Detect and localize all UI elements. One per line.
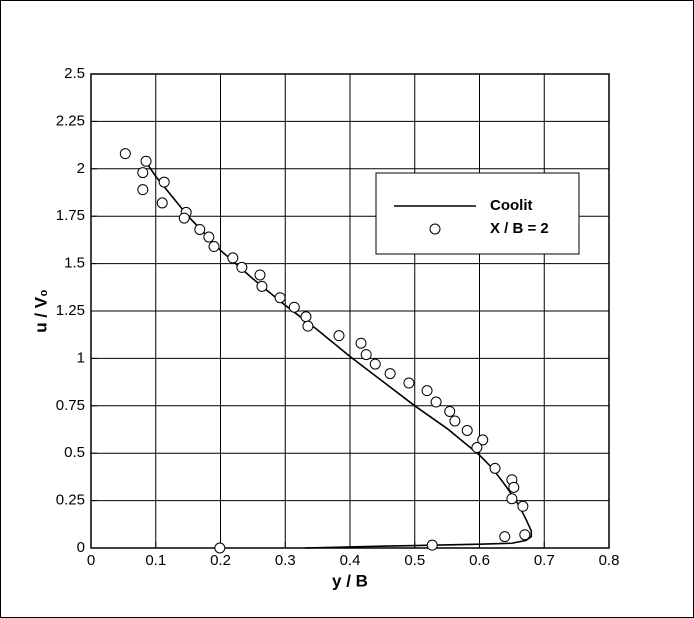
legend-label: X / B = 2 [490,220,549,237]
plot-border [90,73,610,549]
x-tick-label: 0.4 [340,552,361,569]
marker [369,358,381,370]
x-tick-label: 0 [87,552,95,569]
marker [300,311,312,323]
marker [449,415,461,427]
marker [302,320,314,332]
y-tick-label: 1 [77,349,85,366]
x-axis-label: y / B [332,571,368,590]
marker [499,531,511,543]
y-tick-label: 2 [77,160,85,177]
x-tick-label: 0.5 [404,552,425,569]
marker [471,442,483,454]
marker [489,462,501,474]
marker [333,330,345,342]
legend-label: Coolit [490,197,533,214]
marker [178,212,190,224]
marker [430,396,442,408]
marker [477,434,489,446]
y-tick-label: 1.25 [56,302,85,319]
x-tick-label: 0.3 [275,552,296,569]
marker [214,542,226,554]
marker [461,424,473,436]
y-tick-label: 0 [77,539,85,556]
x-tick-label: 0.7 [534,552,555,569]
marker [288,301,300,313]
marker [506,493,518,505]
marker [444,405,456,417]
marker [360,349,372,361]
marker [517,500,529,512]
marker [403,377,415,389]
marker [137,184,149,196]
y-tick-label: 0.75 [56,397,85,414]
marker [227,252,239,264]
marker [203,231,215,243]
x-tick-label: 0.6 [469,552,490,569]
marker [508,481,520,493]
marker [156,197,168,209]
y-tick-label: 0.5 [64,444,85,461]
marker [426,539,438,551]
marker [256,280,268,292]
marker [236,261,248,273]
marker [384,368,396,380]
y-tick-label: 2.5 [64,65,85,82]
y-tick-label: 1.5 [64,255,85,272]
marker [194,223,206,235]
marker [137,167,149,179]
marker [119,148,131,160]
marker [519,529,531,541]
x-tick-label: 0.8 [599,552,620,569]
marker [421,385,433,397]
y-axis-label: u / V₀ [31,289,50,333]
y-tick-label: 0.25 [56,492,85,509]
line [147,164,533,549]
x-tick-label: 0.1 [145,552,166,569]
marker [140,155,152,167]
y-tick-label: 2.25 [56,112,85,129]
marker [208,241,220,253]
y-tick-label: 1.75 [56,207,85,224]
marker [274,292,286,304]
marker [158,176,170,188]
marker [355,337,367,349]
marker [254,269,266,281]
legend-marker [429,223,441,235]
legend-box [375,172,580,255]
x-tick-label: 0.2 [210,552,231,569]
